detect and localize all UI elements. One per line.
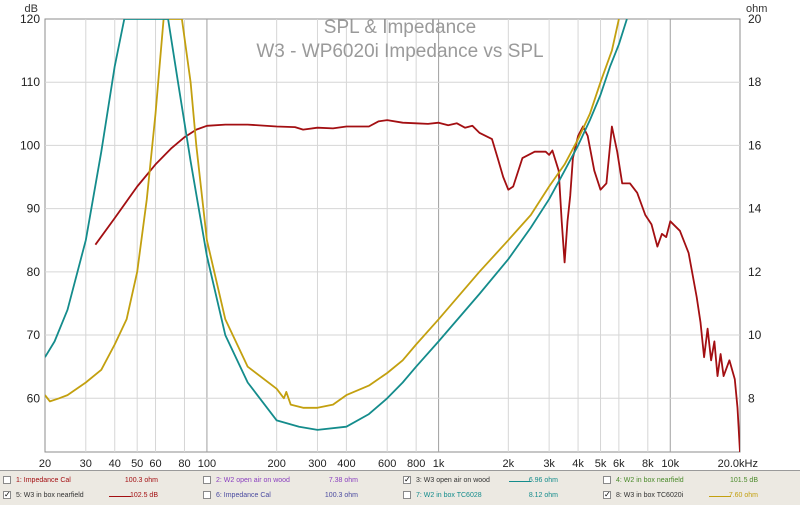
series-w3-in-box-nearfield	[94, 119, 740, 452]
legend-item[interactable]: 7: W2 in box TC6028 8.12 ohm	[403, 490, 598, 502]
legend-label: 6: Impedance Cal	[216, 492, 271, 499]
axis-labels: 20 30 40 50 60 80 100 200 300 400 600 800 1k 2k 3k 4k 5k…	[20, 12, 762, 470]
y-left-tick-label: 70	[27, 328, 41, 342]
x-tick-label: 60	[149, 458, 161, 470]
x-tick-label: 2k	[503, 458, 515, 470]
legend-item[interactable]: 2: W2 open air on wood 7.38 ohm	[203, 475, 398, 487]
legend-value: 7.60 ohm	[728, 492, 758, 499]
legend-label: 1: Impedance Cal	[16, 477, 71, 484]
x-tick-label: 10k	[661, 458, 679, 470]
y-right-tick-label: 8	[748, 391, 755, 405]
legend-label: 4: W2 in box nearfield	[616, 477, 684, 484]
x-tick-label: 40	[109, 458, 121, 470]
legend-value: 102.5 dB	[129, 492, 158, 499]
legend-swatch	[509, 481, 531, 482]
y-left-tick-label: 100	[20, 138, 40, 152]
chart-subtitle: W3 - WP6020i Impedance vs SPL	[256, 41, 543, 62]
y-right-tick-label: 16	[748, 138, 762, 152]
y-right-tick-label: 20	[748, 12, 762, 26]
legend-swatch	[109, 496, 131, 497]
legend: 1: Impedance Cal 100.3 ohm 2: W2 open air …	[0, 470, 800, 505]
legend-label: 7: W2 in box TC6028	[416, 492, 482, 499]
x-tick-label: 600	[378, 458, 396, 470]
x-tick-label: 20	[39, 458, 51, 470]
legend-value: 100.3 ohm	[124, 477, 158, 484]
legend-checkbox[interactable]: ✓	[603, 490, 611, 499]
x-tick-label: 800	[407, 458, 425, 470]
legend-value: 6.96 ohm	[528, 477, 558, 484]
x-tick-label: 80	[178, 458, 190, 470]
legend-checkbox[interactable]: ✓	[3, 490, 11, 499]
legend-value: 100.3 ohm	[324, 492, 358, 499]
legend-item[interactable]: ✓ 8: W3 in box TC6020i 7.60 ohm	[603, 490, 798, 502]
x-tick-label: 200	[267, 458, 285, 470]
legend-item[interactable]: 1: Impedance Cal 100.3 ohm	[3, 475, 198, 487]
y-right-tick-label: 12	[748, 265, 762, 279]
x-tick-label: 3k	[543, 458, 555, 470]
y-left-tick-label: 110	[21, 75, 40, 89]
legend-checkbox[interactable]	[203, 476, 211, 484]
legend-label: 5: W3 in box nearfield	[16, 492, 84, 499]
x-tick-label: 5k	[595, 458, 607, 470]
legend-item[interactable]: 4: W2 in box nearfield 101.5 dB	[603, 475, 798, 487]
legend-value: 7.38 ohm	[328, 477, 358, 484]
grid	[45, 19, 740, 452]
legend-label: 8: W3 in box TC6020i	[616, 492, 684, 499]
x-tick-label: 6k	[613, 458, 625, 470]
x-tick-label: 400	[337, 458, 355, 470]
legend-checkbox[interactable]	[403, 491, 411, 499]
legend-item[interactable]: ✓ 3: W3 open air on wood 6.96 ohm	[403, 475, 598, 487]
y-right-tick-label: 14	[748, 202, 762, 216]
legend-label: 3: W3 open air on wood	[416, 477, 490, 484]
x-tick-label: 50	[131, 458, 143, 470]
x-tick-label: 30	[80, 458, 92, 470]
legend-label: 2: W2 open air on wood	[216, 477, 290, 484]
x-tick-label: 1k	[433, 458, 445, 470]
x-tick-label: 4k	[572, 458, 584, 470]
series-layer	[45, 19, 740, 452]
legend-value: 8.12 ohm	[528, 492, 558, 499]
y-left-tick-label: 120	[20, 12, 40, 26]
y-left-tick-label: 80	[27, 265, 41, 279]
legend-checkbox[interactable]	[3, 476, 11, 484]
y-right-tick-label: 10	[748, 328, 762, 342]
x-tick-label: 8k	[642, 458, 654, 470]
series-w3-in-box-tc6020i	[45, 19, 620, 409]
legend-item[interactable]: ✓ 5: W3 in box nearfield 102.5 dB	[3, 490, 198, 502]
legend-checkbox[interactable]	[603, 476, 611, 484]
x-tick-label: 100	[198, 458, 216, 470]
left-axis-unit: dB	[25, 3, 38, 15]
legend-checkbox[interactable]: ✓	[403, 475, 411, 484]
y-left-tick-label: 90	[27, 202, 41, 216]
legend-item[interactable]: 6: Impedance Cal 100.3 ohm	[203, 490, 398, 502]
y-left-tick-label: 60	[27, 391, 41, 405]
spl-impedance-chart: 20 30 40 50 60 80 100 200 300 400 600 800 1k 2k 3k 4k 5k…	[20, 3, 767, 470]
x-tick-label: 20.0kHz	[718, 458, 758, 470]
legend-swatch	[709, 496, 731, 497]
legend-checkbox[interactable]	[203, 491, 211, 499]
chart-title: SPL & Impedance	[324, 17, 476, 38]
series-w3-open-air-on-wood	[45, 19, 628, 431]
legend-value: 101.5 dB	[729, 477, 758, 484]
y-right-tick-label: 18	[748, 75, 762, 89]
plot-area	[44, 18, 741, 453]
right-axis-unit: ohm	[746, 3, 767, 15]
x-tick-label: 300	[308, 458, 326, 470]
